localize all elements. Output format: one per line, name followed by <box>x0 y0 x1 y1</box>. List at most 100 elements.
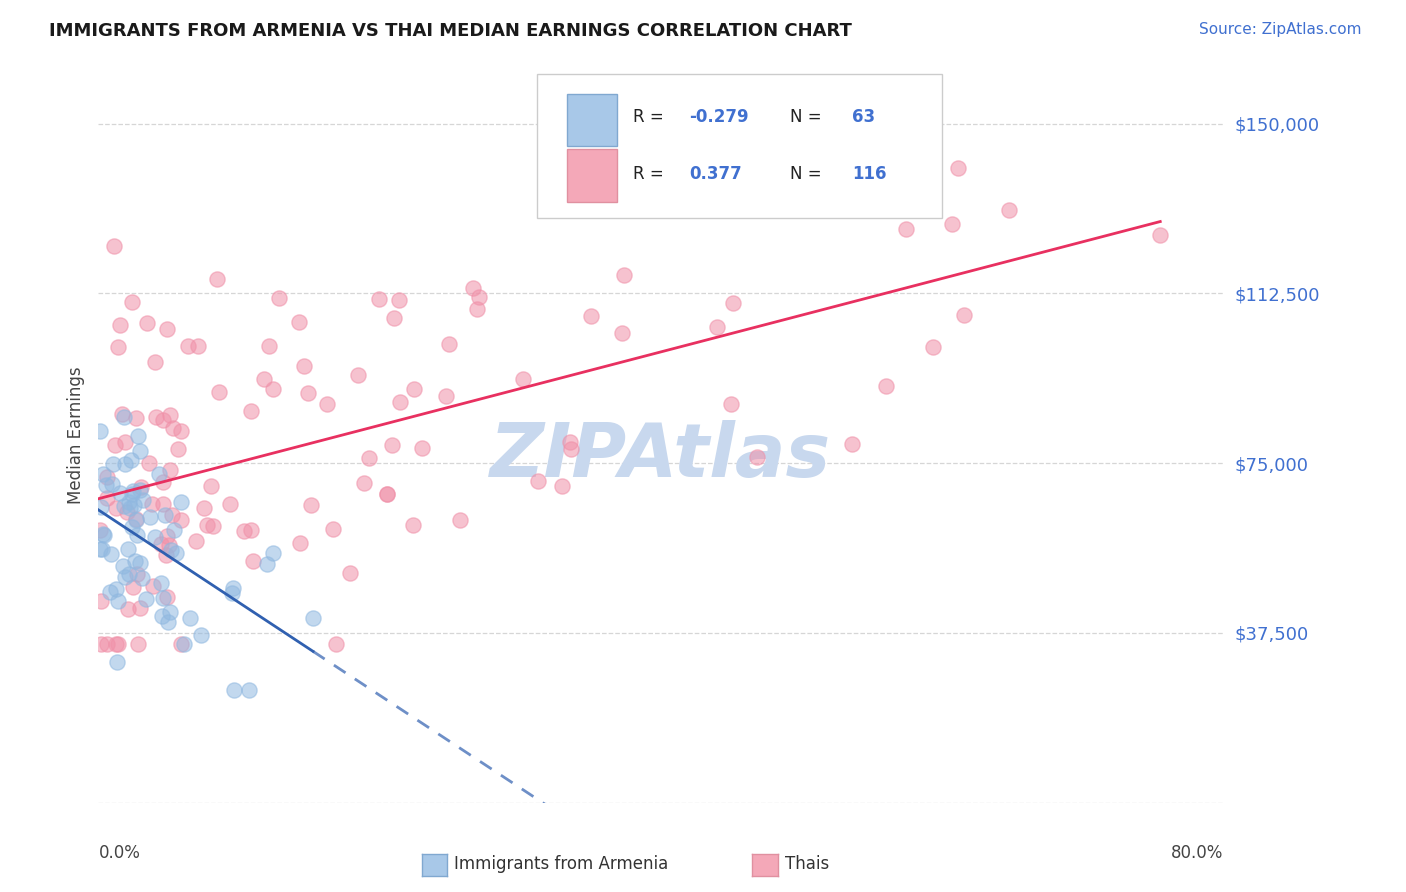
Text: 0.0%: 0.0% <box>98 845 141 863</box>
Point <box>706 320 728 334</box>
Text: -0.279: -0.279 <box>689 108 748 126</box>
Point <box>111 558 134 573</box>
Point <box>105 655 128 669</box>
Point <box>89 424 111 438</box>
Point <box>131 571 153 585</box>
Point <box>232 524 254 538</box>
Point <box>411 442 433 456</box>
Point <box>512 372 534 386</box>
Point <box>166 442 188 456</box>
Point <box>558 435 581 450</box>
Point <box>117 601 139 615</box>
Point <box>173 637 195 651</box>
Text: 0.377: 0.377 <box>689 165 742 183</box>
Point <box>91 527 114 541</box>
Point <box>122 483 145 498</box>
Point <box>121 294 143 309</box>
Point <box>222 682 245 697</box>
Point <box>876 379 898 393</box>
Point <box>527 474 550 488</box>
Point <box>138 457 160 471</box>
Point <box>101 477 124 491</box>
Point <box>96 637 118 651</box>
Point <box>163 523 186 537</box>
Point <box>159 408 181 422</box>
Text: IMMIGRANTS FROM ARMENIA VS THAI MEDIAN EARNINGS CORRELATION CHART: IMMIGRANTS FROM ARMENIA VS THAI MEDIAN E… <box>49 22 852 40</box>
Point <box>142 579 165 593</box>
Point <box>609 94 631 108</box>
Point <box>90 593 112 607</box>
Point <box>105 582 128 597</box>
Point <box>302 611 325 625</box>
Point <box>114 434 136 449</box>
Point <box>152 591 174 605</box>
Point <box>184 534 207 549</box>
Point <box>91 467 114 481</box>
Text: Thais: Thais <box>785 855 828 873</box>
Point <box>117 542 139 557</box>
Point <box>91 542 114 557</box>
Point <box>112 410 135 425</box>
Point <box>434 389 457 403</box>
Point <box>114 570 136 584</box>
Point <box>551 479 574 493</box>
Point <box>347 368 370 383</box>
Point <box>287 315 309 329</box>
Point <box>468 290 491 304</box>
Point <box>242 554 264 568</box>
Point <box>122 498 145 512</box>
Point <box>465 301 488 316</box>
Point <box>125 411 148 425</box>
Point <box>179 610 201 624</box>
Point <box>613 268 636 282</box>
Point <box>612 326 634 340</box>
Point <box>89 524 111 538</box>
Point <box>121 487 143 501</box>
FancyBboxPatch shape <box>568 149 617 202</box>
Point <box>402 517 425 532</box>
Point <box>105 501 128 516</box>
Point <box>322 522 344 536</box>
Point <box>193 500 215 515</box>
Point <box>139 509 162 524</box>
Y-axis label: Median Earnings: Median Earnings <box>66 366 84 504</box>
Point <box>135 591 157 606</box>
Point <box>946 161 969 176</box>
Point <box>129 480 152 494</box>
Point <box>998 202 1021 217</box>
Point <box>118 500 141 515</box>
Point <box>166 546 188 560</box>
Text: Immigrants from Armenia: Immigrants from Armenia <box>454 855 668 873</box>
Text: N =: N = <box>790 108 821 126</box>
Point <box>114 499 136 513</box>
Text: R =: R = <box>633 108 664 126</box>
Text: Source: ZipAtlas.com: Source: ZipAtlas.com <box>1198 22 1361 37</box>
Point <box>316 397 339 411</box>
FancyBboxPatch shape <box>568 95 617 146</box>
Point <box>222 582 245 596</box>
Point <box>382 311 405 326</box>
Point <box>127 637 149 651</box>
Point <box>208 385 231 400</box>
Point <box>187 338 209 352</box>
Point <box>107 594 129 608</box>
Point <box>170 495 193 509</box>
Point <box>108 486 131 500</box>
Point <box>148 467 170 481</box>
Point <box>952 308 974 322</box>
Point <box>170 637 193 651</box>
Point <box>375 487 398 501</box>
Point <box>297 385 319 400</box>
Point <box>132 492 155 507</box>
Point <box>111 407 134 421</box>
Point <box>841 436 863 450</box>
Point <box>141 497 163 511</box>
Point <box>115 505 138 519</box>
Point <box>292 359 315 373</box>
Point <box>560 442 582 456</box>
Point <box>375 487 398 501</box>
Point <box>240 404 263 418</box>
Point <box>299 498 322 512</box>
Text: ZIPAtlas: ZIPAtlas <box>491 420 831 493</box>
Point <box>98 585 121 599</box>
